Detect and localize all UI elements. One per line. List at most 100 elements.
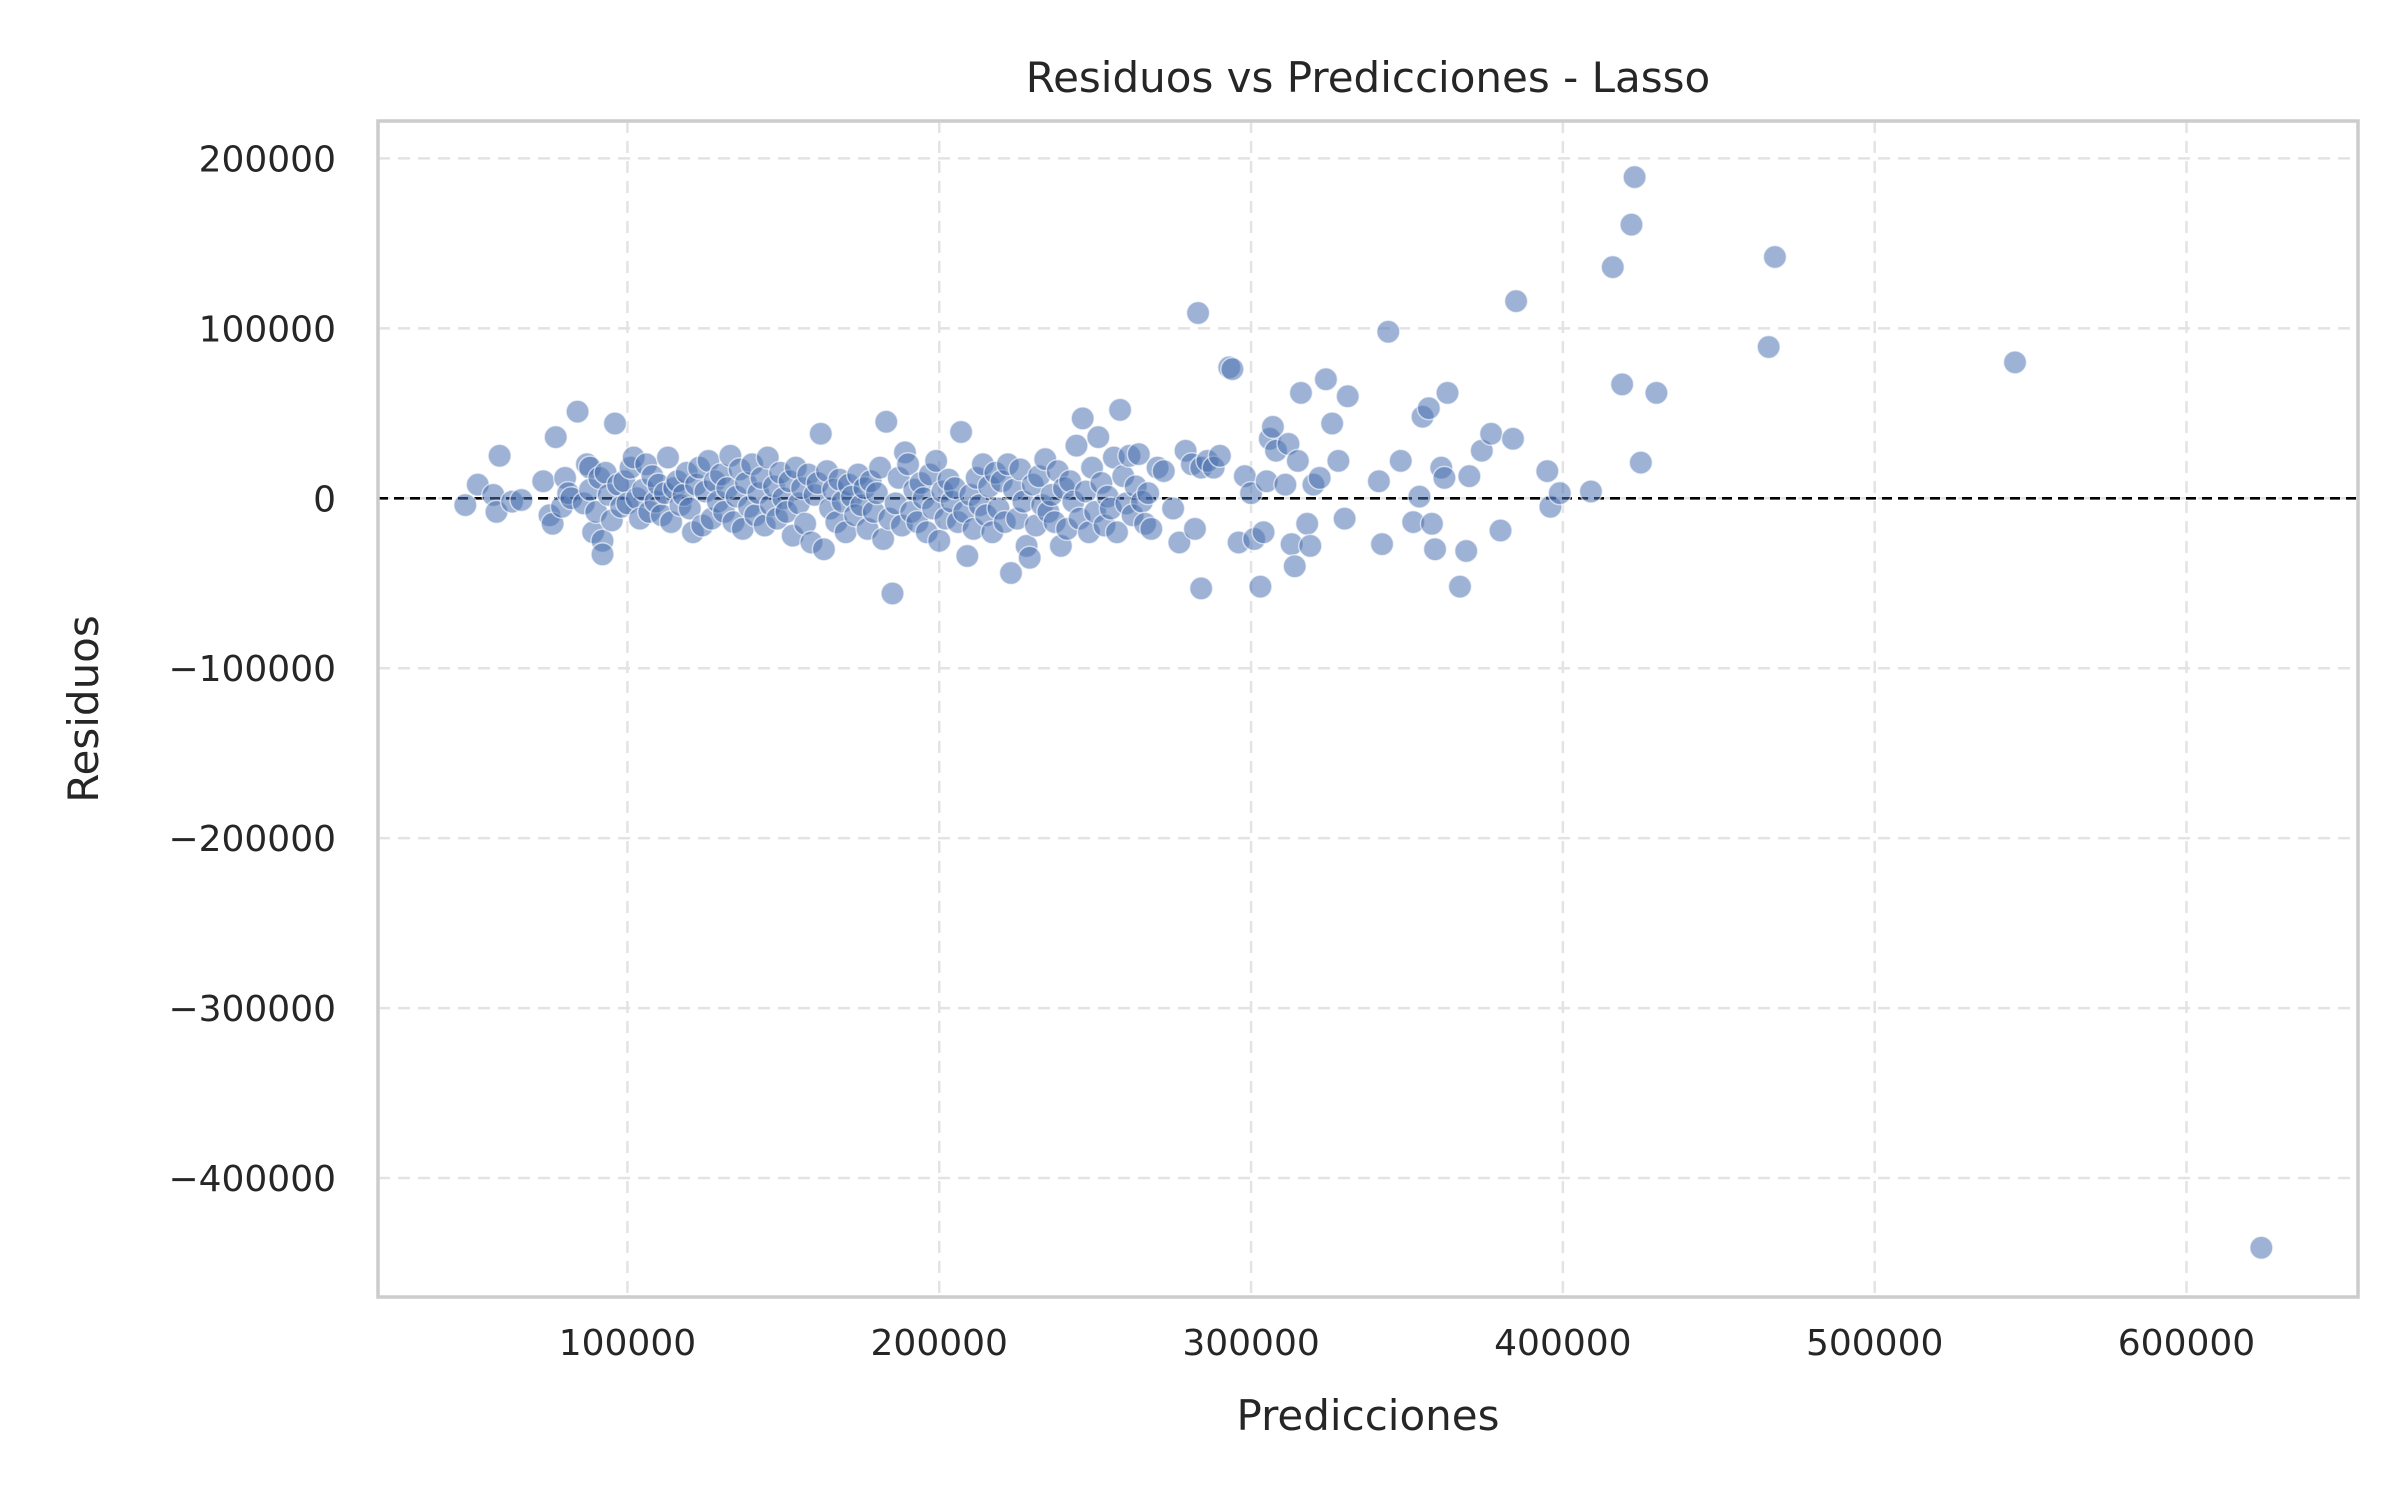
data-point	[948, 419, 974, 445]
data-point	[1319, 411, 1345, 436]
x-axis-label: Predicciones	[1237, 1391, 1500, 1440]
data-point	[1126, 441, 1152, 467]
data-point	[895, 452, 921, 477]
data-point	[1644, 380, 1669, 406]
data-point	[874, 409, 899, 435]
data-point	[1432, 465, 1457, 491]
data-point	[1453, 538, 1479, 564]
y-tick-label: 100000	[199, 309, 336, 350]
data-point	[1188, 576, 1214, 601]
y-tick-label: 0	[313, 479, 336, 520]
data-point	[1273, 472, 1298, 497]
data-point	[1248, 574, 1273, 599]
x-tick-label: 600000	[2118, 1323, 2255, 1364]
data-point	[453, 492, 478, 518]
data-point	[1628, 450, 1654, 475]
data-point	[998, 560, 1024, 586]
data-point	[1298, 533, 1323, 559]
data-point	[1609, 372, 1635, 397]
data-point	[864, 480, 890, 506]
data-point	[509, 487, 534, 513]
data-point	[2002, 350, 2028, 375]
data-point	[1416, 395, 1442, 421]
data-point	[1369, 531, 1395, 557]
data-point	[1017, 545, 1042, 571]
x-tick-label: 100000	[559, 1323, 696, 1364]
data-point	[1207, 443, 1233, 469]
data-point	[1622, 164, 1647, 190]
data-point	[1335, 384, 1360, 409]
data-point	[1503, 288, 1529, 314]
y-tick-label: −200000	[168, 819, 336, 860]
data-point	[531, 469, 556, 494]
data-point	[543, 424, 568, 450]
y-tick-label: −100000	[168, 649, 336, 690]
y-tick-label: 200000	[199, 139, 336, 180]
data-point	[1167, 530, 1192, 555]
data-point	[1288, 380, 1314, 406]
data-point	[1756, 334, 1781, 360]
data-point	[1182, 516, 1208, 542]
data-point	[1762, 244, 1788, 270]
chart-title: Residuos vs Predicciones - Lasso	[1026, 53, 1710, 102]
data-point	[565, 399, 590, 424]
data-point	[1407, 484, 1432, 509]
data-point	[1500, 426, 1526, 452]
data-point	[1435, 380, 1460, 406]
data-point	[1388, 448, 1413, 474]
data-point	[1326, 448, 1351, 474]
data-point	[1285, 448, 1311, 474]
x-tick-label: 200000	[871, 1323, 1008, 1364]
data-point	[1251, 520, 1276, 545]
data-point	[2249, 1235, 2274, 1260]
data-point	[1307, 465, 1332, 491]
data-point	[1086, 424, 1111, 450]
data-point	[1220, 356, 1245, 382]
data-point	[867, 455, 893, 480]
y-axis-label: Residuos	[59, 615, 108, 803]
data-point	[1107, 397, 1133, 423]
data-point	[602, 411, 628, 436]
data-point	[1457, 463, 1482, 489]
data-point	[590, 542, 615, 567]
data-point	[880, 581, 905, 606]
data-point	[1535, 458, 1560, 484]
data-point	[1135, 480, 1161, 506]
data-point	[1160, 496, 1186, 521]
data-point	[811, 537, 837, 562]
data-point	[1294, 511, 1320, 537]
data-point	[1104, 520, 1130, 545]
data-point	[1185, 300, 1211, 326]
y-tick-label: −400000	[168, 1159, 336, 1200]
x-tick-labels: 100000 200000 300000 400000 500000 600000	[559, 1323, 2255, 1364]
y-tick-label: −300000	[168, 989, 336, 1030]
data-point	[1366, 469, 1392, 494]
data-point	[1070, 406, 1095, 431]
x-tick-label: 400000	[1494, 1323, 1631, 1364]
data-point	[1313, 367, 1339, 392]
data-point	[1488, 518, 1513, 543]
x-tick-label: 500000	[1806, 1323, 1943, 1364]
data-point	[677, 496, 703, 521]
data-point	[927, 528, 952, 554]
data-point	[1447, 574, 1473, 599]
data-point	[955, 543, 980, 569]
data-points	[453, 164, 2274, 1260]
data-point	[1419, 511, 1445, 537]
data-point	[1260, 414, 1286, 440]
data-point	[1139, 516, 1164, 542]
data-point	[1600, 254, 1626, 280]
plot-frame	[376, 119, 2360, 1299]
y-tick-labels: 200000 100000 0 −100000 −200000 −300000 −40000…	[168, 139, 336, 1200]
data-point	[1282, 553, 1307, 579]
data-point	[1151, 458, 1177, 484]
data-point	[1578, 479, 1604, 504]
data-point	[1619, 212, 1644, 237]
data-point	[655, 445, 681, 470]
data-point	[923, 448, 949, 474]
x-tick-label: 300000	[1182, 1323, 1319, 1364]
data-point	[808, 421, 834, 446]
grid-lines	[378, 121, 2358, 1297]
data-point	[1064, 433, 1089, 458]
